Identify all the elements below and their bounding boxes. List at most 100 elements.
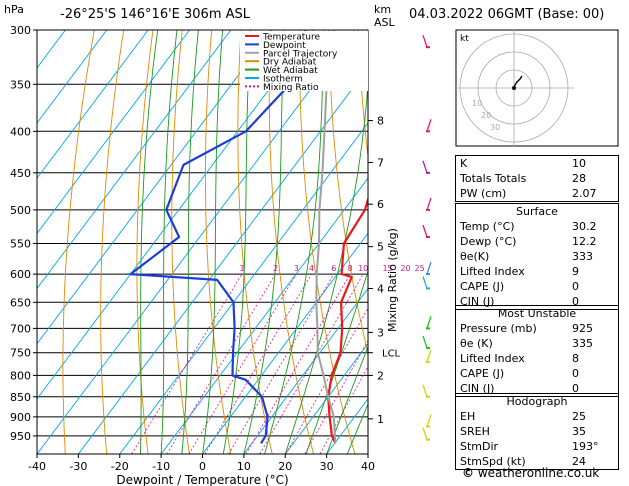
- pressure-tick-label: 600: [10, 268, 31, 281]
- surface-row: CAPE (J) 0: [460, 280, 579, 293]
- asl-label: ASL: [374, 16, 395, 29]
- dry-adiabat-line: [136, 30, 154, 454]
- dewpoint-series-line: [129, 30, 311, 444]
- legend-entry-label: Parcel Trajectory: [263, 49, 338, 59]
- surface-row: CIN (J) 0: [460, 295, 579, 308]
- x-axis-title: Dewpoint / Temperature (°C): [116, 473, 288, 486]
- wet-adiabat-line: [181, 30, 199, 454]
- dry-adiabat-line: [237, 30, 273, 454]
- mixing-ratio-label: 1: [239, 264, 244, 273]
- mixing-ratio-line: [131, 273, 243, 454]
- temp-tick-label: 40: [361, 460, 375, 473]
- section-title: Most Unstable: [497, 307, 577, 320]
- wet-adiabat-line: [346, 402, 368, 454]
- isotherm-line: [37, 30, 149, 179]
- isotherm-line: [243, 287, 368, 454]
- surface-row: Temp (°C) 30.2: [460, 220, 597, 233]
- wet-adiabat-line: [139, 30, 159, 454]
- mixing-ratio-line: [166, 273, 276, 454]
- parcel-trajectory-series-line: [315, 30, 337, 444]
- most-unstable-row: CIN (J) 0: [460, 382, 579, 395]
- dry-adiabat-line: [622, 30, 629, 454]
- wind-barb: [422, 224, 428, 238]
- wind-barb: [426, 316, 432, 329]
- temp-tick-label: 20: [278, 460, 292, 473]
- pressure-tick-label: 750: [10, 347, 31, 360]
- hodograph-origin: [512, 86, 516, 90]
- isotherm-line: [78, 67, 368, 454]
- mixing-ratio-label: 3: [294, 264, 299, 273]
- section-title: Surface: [516, 205, 558, 218]
- plot-series: [129, 30, 368, 444]
- height-tick-label: 3: [377, 326, 384, 339]
- temperature-series-line: [327, 195, 368, 444]
- wind-profile: [422, 34, 432, 441]
- wind-barb: [426, 119, 432, 132]
- temp-tick-label: 10: [237, 460, 251, 473]
- index-row: PW (cm) 2.07: [460, 187, 597, 200]
- pressure-tick-label: 350: [10, 78, 31, 91]
- isotherm-line: [119, 122, 368, 454]
- isotherm-line: [202, 232, 368, 454]
- most-unstable-row: Pressure (mb) 925: [460, 322, 593, 335]
- wind-barb: [426, 414, 432, 427]
- pressure-tick-label: 550: [10, 237, 31, 250]
- copyright-icon: ©: [462, 466, 474, 480]
- plot-grid: [37, 30, 629, 454]
- pressure-tick-label: 700: [10, 322, 31, 335]
- hodograph-param-row: StmSpd (kt) 24: [460, 455, 586, 468]
- legend-entry-label: Isotherm: [263, 75, 303, 85]
- station-location: -26°25'S 146°16'E 306m ASL: [60, 7, 251, 22]
- surface-row: θe(K) 333: [460, 250, 593, 263]
- pressure-tick-label: 800: [10, 369, 31, 382]
- isotherm-line: [37, 30, 273, 345]
- dry-adiabat-line: [299, 30, 356, 454]
- legend-entry-label: Wet Adiabat: [263, 66, 318, 76]
- wet-adiabat-line: [264, 30, 325, 454]
- isotherm-line: [37, 30, 190, 235]
- mixing-ratio-label: 10: [358, 264, 368, 273]
- height-tick-label: 6: [377, 198, 384, 211]
- hodograph-kt-label: kt: [460, 34, 469, 44]
- legend-entry-label: Mixing Ratio: [263, 83, 319, 93]
- pressure-tick-label: 950: [10, 430, 31, 443]
- wind-barb: [422, 160, 428, 173]
- most-unstable-row: Lifted Index 8: [460, 352, 579, 365]
- most-unstable-row: θe (K) 335: [460, 337, 593, 350]
- mixing-ratio-label: 2: [273, 264, 278, 273]
- hodograph-param-row: EH 25: [460, 410, 586, 423]
- wind-barb: [426, 197, 432, 211]
- wet-adiabat-line: [202, 30, 224, 454]
- dry-adiabat-line: [204, 30, 232, 454]
- hodograph-ring-label: 20: [481, 111, 491, 120]
- temp-tick-label: 30: [320, 460, 334, 473]
- wind-barb: [422, 427, 428, 440]
- hodograph-ring-label: 10: [472, 99, 482, 108]
- mixing-ratio-label: 15: [382, 264, 392, 273]
- temp-tick-label: -10: [152, 460, 170, 473]
- mixing-ratio-label: 8: [348, 264, 353, 273]
- lcl-label: LCL: [382, 349, 401, 360]
- wet-adiabat-line: [243, 30, 285, 454]
- mixing-ratio-line: [304, 339, 368, 454]
- mixing-ratio-line: [188, 273, 297, 454]
- wind-barb: [422, 276, 428, 289]
- pressure-tick-label: 300: [10, 24, 31, 37]
- pressure-tick-label: 850: [10, 391, 31, 404]
- legend-entry-label: Temperature: [262, 33, 320, 43]
- wet-adiabat-line: [305, 269, 368, 454]
- pressure-tick-label: 450: [10, 167, 31, 180]
- height-tick-label: 1: [377, 413, 384, 426]
- hodograph: kt: [455, 29, 619, 147]
- isotherm-line: [37, 30, 108, 124]
- wet-adiabat-line: [160, 30, 178, 454]
- forecast-datetime: 04.03.2022 06GMT (Base: 00): [409, 7, 605, 22]
- mixing-ratio-line: [204, 273, 312, 454]
- mixing-ratio-label: 25: [415, 264, 425, 273]
- mixing-ratio-label: 6: [331, 264, 336, 273]
- isotherm-line: [160, 177, 368, 454]
- temp-tick-label: -40: [28, 460, 46, 473]
- legend-entry-label: Dry Adiabat: [263, 58, 317, 68]
